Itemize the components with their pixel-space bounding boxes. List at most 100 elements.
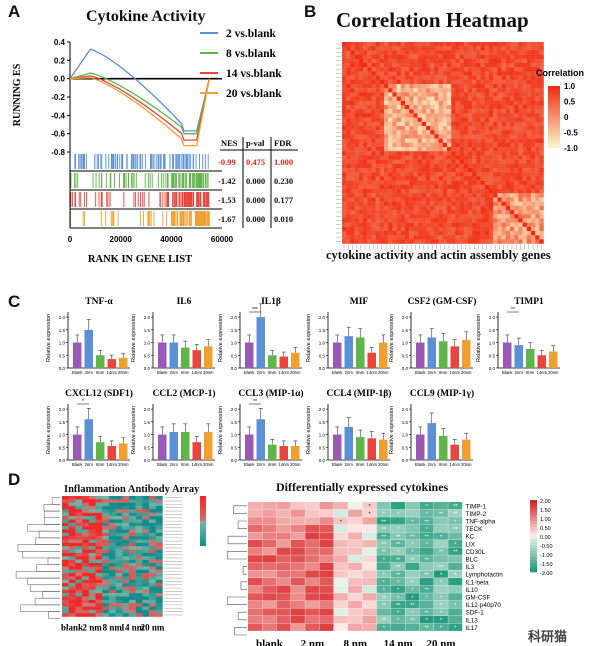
corr-cell <box>430 214 435 219</box>
corr-cell <box>400 168 406 173</box>
corr-cell <box>388 210 393 215</box>
corr-cell <box>459 109 464 114</box>
corr-cell <box>501 210 506 215</box>
array-cell <box>142 529 150 534</box>
corr-cell <box>489 142 494 148</box>
corr-cell <box>505 50 511 55</box>
category-label: Blank <box>415 462 426 467</box>
subplot-tick-label: 2.0 <box>319 407 326 412</box>
watermark-text: 科研猫 <box>528 629 568 644</box>
corr-cell <box>396 96 401 101</box>
array-cell <box>62 613 69 617</box>
corr-cell <box>371 172 376 177</box>
corr-cell <box>367 218 372 223</box>
subplot-y-label: Relative expression <box>306 314 312 362</box>
sig-star: * <box>411 550 414 556</box>
category-label: Blank <box>244 462 255 467</box>
corr-cell <box>371 184 376 190</box>
cytokine-cell <box>333 608 348 616</box>
array-cell <box>68 583 76 587</box>
array-cell <box>135 579 143 584</box>
array-cell <box>102 606 110 611</box>
corr-cell <box>505 142 511 148</box>
corr-cell <box>396 226 401 232</box>
category-label: 8nm <box>268 370 277 375</box>
corr-cell <box>434 172 439 177</box>
corr-cell <box>392 197 397 202</box>
bar <box>158 434 167 460</box>
corr-cell <box>510 239 515 244</box>
corr-cell <box>510 151 515 156</box>
corr-cell <box>472 121 477 127</box>
corr-cell <box>451 189 456 194</box>
corr-cell <box>476 113 481 118</box>
corr-cell <box>539 134 544 139</box>
corr-cell <box>468 54 473 59</box>
corr-cell <box>522 84 527 89</box>
corr-cell <box>459 201 464 206</box>
corr-cell <box>396 184 401 190</box>
corr-cell <box>354 151 359 156</box>
corr-cell <box>379 142 385 148</box>
corr-cell <box>539 88 544 93</box>
cytokine-cell <box>376 547 391 555</box>
array-cell <box>149 596 156 601</box>
corr-cell <box>535 109 540 114</box>
corr-cell <box>388 75 393 80</box>
corr-cell <box>514 151 519 156</box>
array-cell <box>129 506 136 510</box>
corr-cell <box>388 151 393 156</box>
cytokine-cell <box>448 524 463 533</box>
corr-cell <box>409 168 414 173</box>
array-cell <box>149 509 156 513</box>
corr-cell <box>392 189 397 194</box>
cytokine-cell <box>433 608 448 616</box>
corr-cell <box>468 75 473 80</box>
corr-cell <box>442 147 448 152</box>
array-cell <box>108 606 116 611</box>
corr-cell <box>489 58 494 64</box>
corr-cell <box>442 180 448 185</box>
corr-cell <box>526 172 532 177</box>
sig-star: * <box>397 595 400 601</box>
corr-cell <box>379 218 385 223</box>
array-cell <box>122 556 130 560</box>
corr-cell <box>480 239 485 244</box>
sig-star: ** <box>453 527 458 533</box>
corr-cell <box>409 159 414 164</box>
corr-cell <box>514 42 519 47</box>
corr-cell <box>489 239 494 244</box>
corr-cell <box>442 193 448 198</box>
corr-cell <box>409 176 414 181</box>
corr-cell <box>442 92 448 97</box>
array-cell <box>108 596 116 601</box>
cytokine-legend-step <box>530 569 537 573</box>
array-cell <box>115 532 123 537</box>
array-cell <box>82 576 89 580</box>
corr-cell <box>531 239 536 244</box>
corr-cell <box>510 147 515 152</box>
corr-cell <box>505 79 511 85</box>
corr-cell <box>526 235 532 240</box>
corr-cell <box>396 163 401 169</box>
corr-cell <box>426 151 431 156</box>
corr-cell <box>497 147 502 152</box>
corr-cell <box>367 130 372 135</box>
corr-cell <box>392 75 397 80</box>
corr-cell <box>497 176 502 181</box>
corr-cell <box>539 222 544 227</box>
corr-cell <box>497 214 502 219</box>
corr-cell <box>379 67 385 72</box>
corr-cell <box>417 75 422 80</box>
corr-cell <box>384 71 389 76</box>
corr-cell <box>342 50 347 55</box>
cytokine-group-label: 8 nm <box>343 638 367 646</box>
corr-cell <box>468 218 473 223</box>
corr-cell <box>505 218 511 223</box>
corr-cell <box>531 126 536 131</box>
array-cell <box>135 586 143 590</box>
corr-cell <box>350 180 355 185</box>
corr-cell <box>442 84 448 89</box>
array-cell <box>62 516 69 520</box>
corr-cell <box>346 50 351 55</box>
